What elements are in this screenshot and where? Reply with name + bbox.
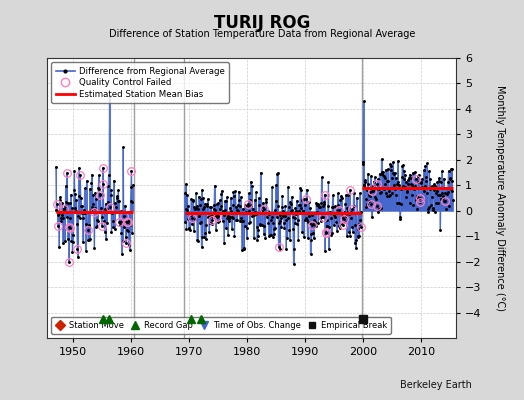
Y-axis label: Monthly Temperature Anomaly Difference (°C): Monthly Temperature Anomaly Difference (… — [495, 85, 505, 311]
Text: TURIJ ROG: TURIJ ROG — [214, 14, 310, 32]
Text: Difference of Station Temperature Data from Regional Average: Difference of Station Temperature Data f… — [109, 29, 415, 39]
Legend: Station Move, Record Gap, Time of Obs. Change, Empirical Break: Station Move, Record Gap, Time of Obs. C… — [51, 316, 391, 334]
Text: Berkeley Earth: Berkeley Earth — [400, 380, 472, 390]
